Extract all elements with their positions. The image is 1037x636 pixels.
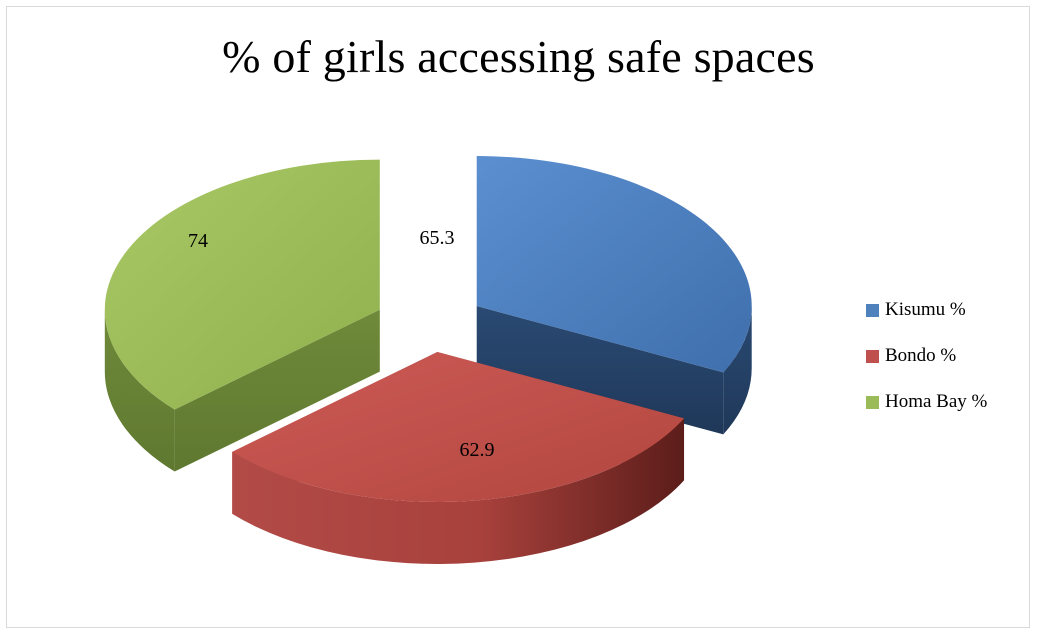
legend: Kisumu % Bondo % Homa Bay % — [866, 298, 987, 436]
pie-slice-homa-bay — [104, 159, 380, 472]
pie-slice-bondo — [232, 351, 685, 564]
data-label-kisumu: 65.3 — [420, 227, 455, 249]
pie-side-kisumu — [723, 306, 752, 435]
pie-slice-kisumu — [476, 156, 752, 435]
legend-swatch-bondo — [866, 349, 879, 363]
pie-side-homa-bay — [104, 309, 175, 472]
data-label-homa-bay: 74 — [188, 230, 208, 252]
legend-label-homa-bay: Homa Bay % — [885, 391, 988, 412]
legend-item-bondo: Bondo % — [866, 344, 987, 368]
legend-label-bondo: Bondo % — [885, 345, 957, 366]
legend-item-kisumu: Kisumu % — [866, 298, 987, 322]
legend-swatch-kisumu — [866, 303, 879, 317]
legend-item-homa-bay: Homa Bay % — [866, 390, 987, 414]
data-label-bondo: 62.9 — [460, 439, 495, 461]
chart-title: % of girls accessing safe spaces — [222, 31, 815, 82]
pie-top-homa-bay — [104, 159, 380, 410]
legend-swatch-homa-bay — [866, 395, 879, 409]
pie-side-bondo — [232, 418, 685, 564]
legend-label-kisumu: Kisumu % — [885, 299, 966, 320]
pie-cut-face-kisumu — [476, 306, 724, 435]
pie-top-bondo — [232, 351, 685, 502]
pie-cut-face-homa-bay — [174, 309, 380, 472]
pie-top-kisumu — [476, 156, 752, 373]
